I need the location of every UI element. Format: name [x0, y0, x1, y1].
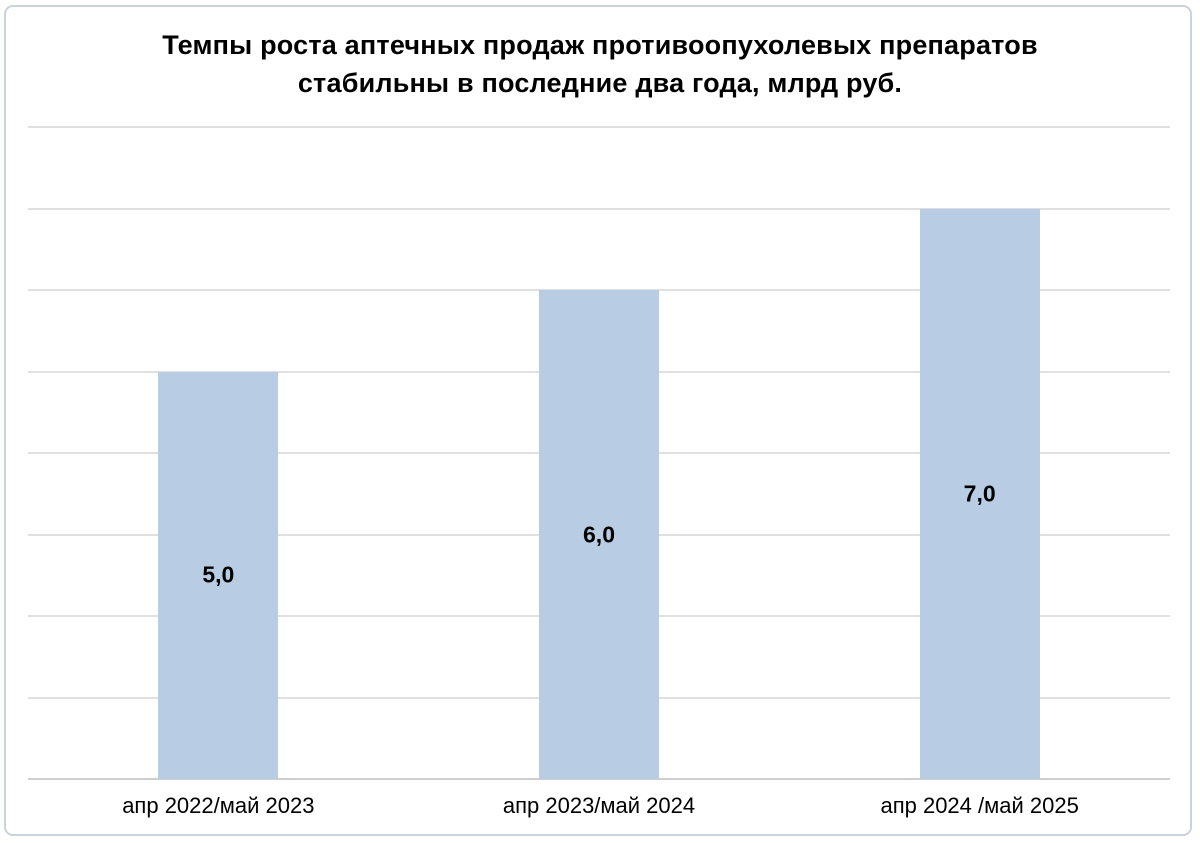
gridline-y-8 — [28, 126, 1170, 128]
chart-title-line-1: Темпы роста аптечных продаж противоопухо… — [162, 30, 1038, 60]
bar-2 — [539, 290, 659, 779]
x-axis-category-label-3: апр 2024 /май 2025 — [880, 793, 1079, 818]
x-axis-category-label-1: апр 2022/май 2023 — [122, 793, 315, 818]
chart-title: Темпы роста аптечных продаж противоопухо… — [0, 26, 1200, 102]
bar-value-label-2: 6,0 — [583, 521, 615, 547]
chart-title-line-2: стабильны в последние два года, млрд руб… — [297, 68, 903, 98]
bar-value-label-3: 7,0 — [963, 480, 996, 507]
gridline-y-7 — [28, 207, 1170, 210]
x-axis-line — [28, 778, 1170, 780]
x-axis-category-label-2: апр 2023/май 2024 — [502, 793, 696, 818]
bar-value-label-1: 5,0 — [202, 561, 235, 588]
bar-1 — [158, 371, 279, 779]
bar-3 — [919, 208, 1040, 779]
